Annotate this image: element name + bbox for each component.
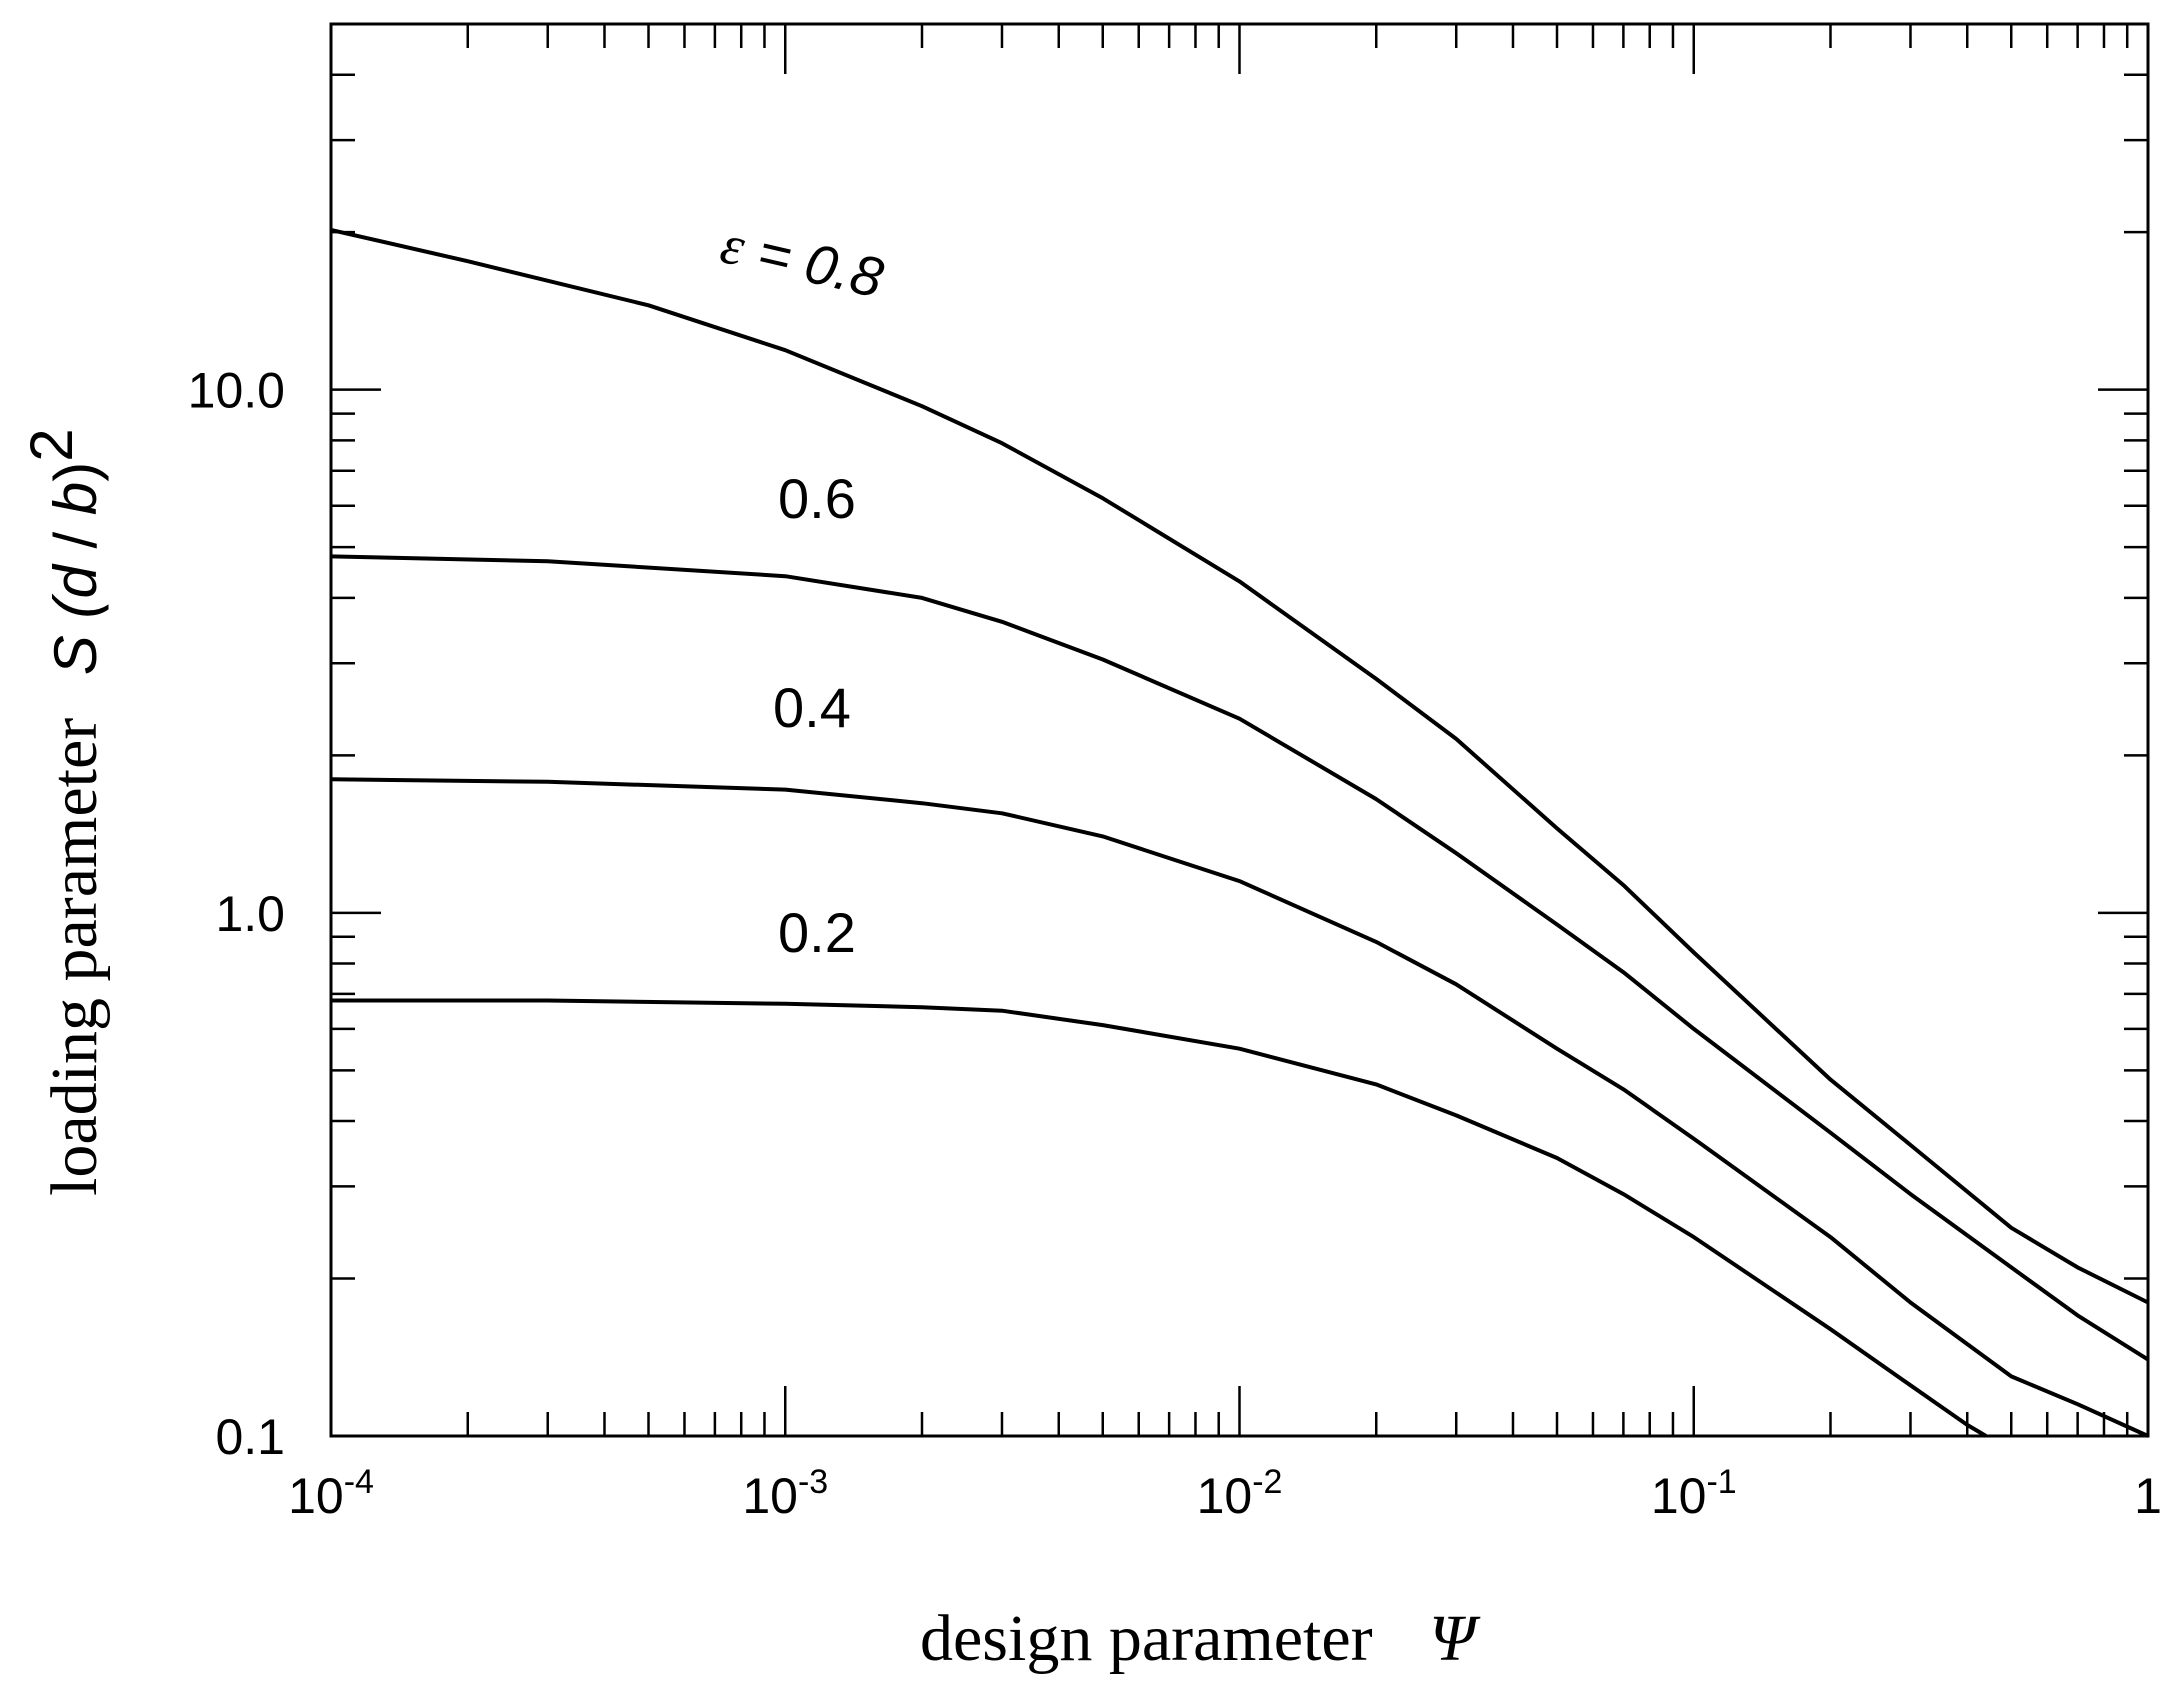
curve-label-0.2: 0.2 xyxy=(778,901,856,964)
series-line-0 xyxy=(330,227,2149,1305)
plot-frame xyxy=(329,22,2150,1438)
x-tick-label: 1 xyxy=(2134,1468,2162,1524)
x-tick-label: 10-3 xyxy=(742,1463,828,1524)
y-tick-label: 10.0 xyxy=(188,363,285,419)
axis-ticks xyxy=(329,22,2148,1438)
y-axis-title: loading parameter S (d / b)2 xyxy=(18,428,111,1196)
x-tick-label: 10-4 xyxy=(288,1463,374,1524)
curve-label-0.8: ε = 0.8 xyxy=(715,211,889,310)
curve-label-0.6: 0.6 xyxy=(778,467,856,530)
x-tick-label: 10-2 xyxy=(1197,1463,1283,1524)
tick-labels: 10-4 10-3 10-2 10-1 1 0.1 1.0 10.0 xyxy=(188,363,2162,1524)
series-line-1 xyxy=(330,554,2150,1362)
curves xyxy=(330,227,2150,1438)
curve-label-0.4: 0.4 xyxy=(773,676,851,739)
series-line-2 xyxy=(330,777,2149,1438)
y-tick-label: 0.1 xyxy=(215,1409,285,1465)
x-tick-label: 10-1 xyxy=(1651,1463,1737,1524)
y-tick-label: 1.0 xyxy=(215,886,285,942)
x-axis-title: design parameter Ψ xyxy=(920,1602,1481,1675)
series-line-3 xyxy=(331,998,1988,1438)
